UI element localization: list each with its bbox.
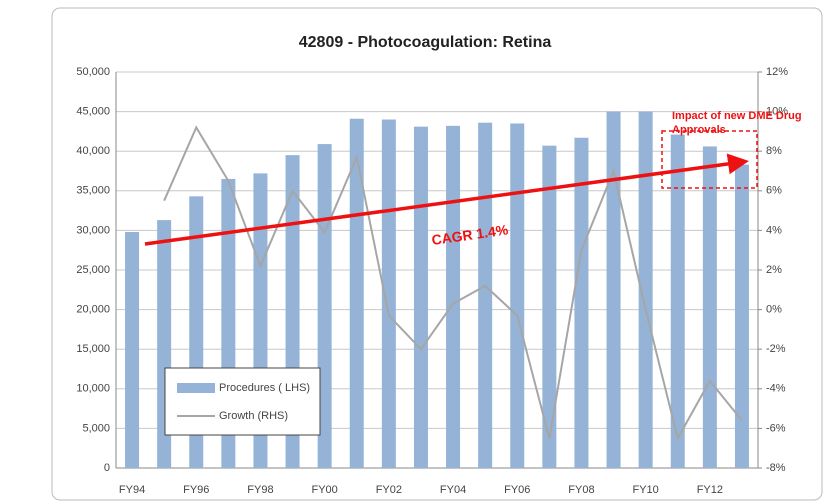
bar (574, 137, 589, 468)
y-tick-label: 25,000 (76, 264, 110, 276)
y-tick-label: 30,000 (76, 224, 110, 236)
y2-tick-label: 6% (766, 185, 782, 197)
x-tick-label: FY00 (312, 484, 338, 496)
bar (606, 111, 621, 468)
bar (478, 122, 493, 469)
legend-box (164, 367, 321, 436)
y2-tick-label: 12% (766, 66, 788, 78)
y-tick-label: 50,000 (76, 66, 110, 78)
y-tick-label: 45,000 (76, 106, 110, 118)
bar (446, 125, 461, 468)
x-tick-label: FY94 (119, 484, 145, 496)
cagr-arrow (144, 153, 749, 246)
y-tick-label: 20,000 (76, 304, 110, 316)
annotation: Approvals (672, 124, 726, 136)
y2-tick-label: 8% (766, 145, 782, 157)
annotation: Impact of new DME Drug (672, 110, 802, 122)
highlight-box (661, 130, 758, 189)
bar (349, 118, 364, 468)
x-tick-label: FY02 (376, 484, 402, 496)
y2-tick-label: -6% (766, 422, 786, 434)
y-tick-label: 10,000 (76, 383, 110, 395)
y2-tick-label: -2% (766, 343, 786, 355)
y-tick-label: 15,000 (76, 343, 110, 355)
x-tick-label: FY04 (440, 484, 466, 496)
y-tick-label: 5,000 (82, 422, 110, 434)
bar (702, 146, 717, 468)
bar (510, 123, 525, 468)
legend-swatch (177, 383, 215, 393)
bar (381, 119, 396, 469)
bar (638, 111, 653, 468)
legend-label: Growth (RHS) (219, 410, 288, 422)
bar (734, 164, 749, 468)
x-tick-label: FY96 (183, 484, 209, 496)
bar (413, 126, 428, 468)
y2-tick-label: 4% (766, 224, 782, 236)
x-tick-label: FY10 (633, 484, 659, 496)
x-tick-label: FY12 (697, 484, 723, 496)
line (163, 125, 743, 441)
x-tick-label: FY08 (568, 484, 594, 496)
legend-label: Procedures ( LHS) (219, 382, 310, 394)
y2-tick-label: -8% (766, 462, 786, 474)
y2-tick-label: 2% (766, 264, 782, 276)
y2-tick-label: 0% (766, 304, 782, 316)
x-tick-label: FY06 (504, 484, 530, 496)
y-tick-label: 35,000 (76, 185, 110, 197)
x-tick-label: FY98 (247, 484, 273, 496)
bar (542, 145, 557, 468)
y2-tick-label: -4% (766, 383, 786, 395)
y2-tick-label: 10% (766, 106, 788, 118)
bar (125, 231, 140, 468)
y-tick-label: 40,000 (76, 145, 110, 157)
y-tick-label: 0 (104, 462, 110, 474)
bar (670, 134, 685, 468)
chart-title: 42809 - Photocoagulation: Retina (299, 34, 552, 51)
